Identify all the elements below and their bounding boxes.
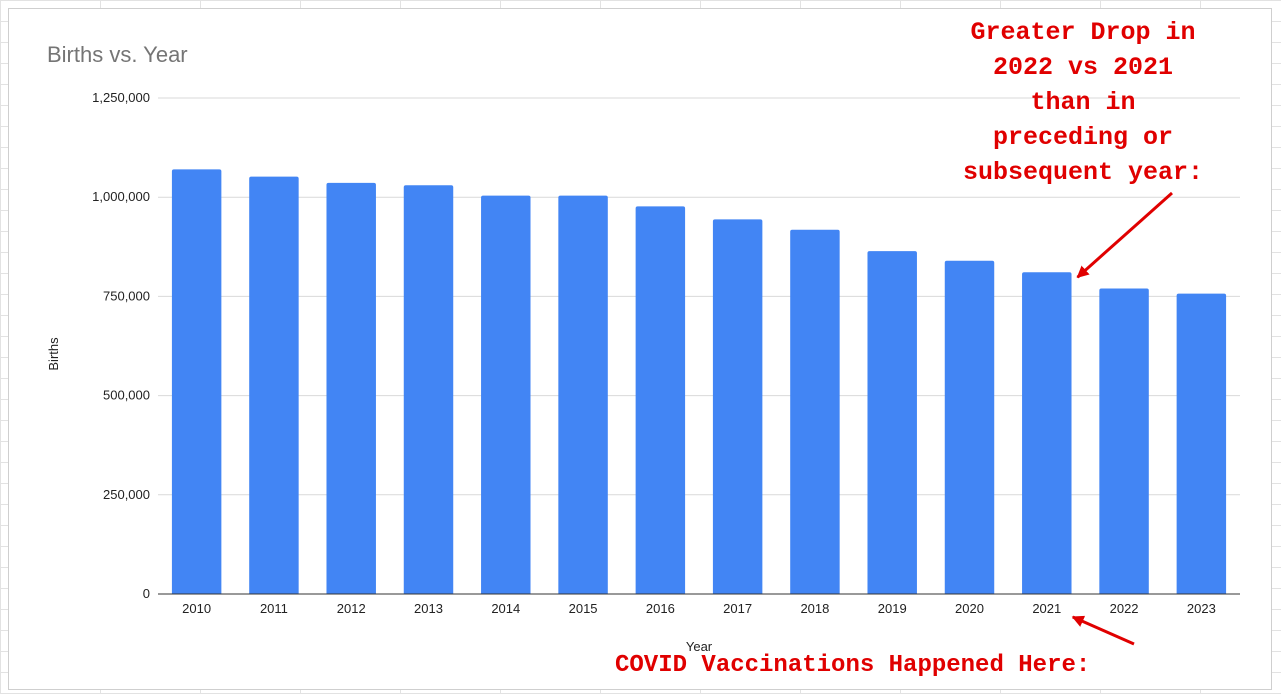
annotation-top-line: subsequent year:	[963, 158, 1203, 187]
x-tick-label: 2016	[646, 601, 675, 616]
y-tick-label: 750,000	[103, 288, 150, 303]
x-tick-label: 2011	[260, 601, 288, 616]
annotation-bottom-arrow	[1071, 615, 1135, 646]
x-tick-label: 2023	[1187, 601, 1216, 616]
bar-2023[interactable]	[1176, 293, 1227, 594]
x-tick-label: 2012	[337, 601, 366, 616]
y-tick-label: 500,000	[103, 388, 150, 403]
x-tick-label: 2015	[569, 601, 598, 616]
bar-2017[interactable]	[712, 219, 763, 594]
bar-2019[interactable]	[867, 251, 917, 594]
bar-2020[interactable]	[944, 260, 995, 594]
y-tick-label: 250,000	[103, 487, 150, 502]
x-tick-label: 2018	[800, 601, 829, 616]
bar-2015[interactable]	[558, 195, 608, 594]
bar-2013[interactable]	[403, 185, 454, 594]
y-tick-label: 1,250,000	[92, 90, 150, 105]
annotation-top-line: than in	[1030, 88, 1135, 117]
annotation-top-line: preceding or	[993, 123, 1173, 152]
annotation-top-line: Greater Drop in	[970, 18, 1195, 47]
bar-2016[interactable]	[635, 206, 686, 594]
x-tick-labels: 2010 2011 2012 2013 2014 2015 2016 2017 2018 2019…	[182, 601, 1216, 616]
y-tick-labels: 0 250,000 500,000 750,000 1,000,000 1,250,000	[92, 90, 150, 601]
bar-2021[interactable]	[1022, 272, 1072, 594]
annotation-top-line: 2022 vs 2021	[993, 53, 1173, 82]
bar-2010[interactable]	[171, 169, 222, 594]
x-tick-label: 2021	[1032, 601, 1061, 616]
annotation-top-arrow	[1076, 191, 1173, 279]
x-tick-label: 2010	[182, 601, 211, 616]
y-tick-label: 1,000,000	[92, 189, 150, 204]
y-tick-label: 0	[143, 586, 150, 601]
bars	[171, 169, 1227, 594]
x-tick-label: 2017	[723, 601, 752, 616]
y-axis-label: Births	[46, 337, 61, 371]
chart-title: Births vs. Year	[47, 42, 188, 67]
bar-2022[interactable]	[1099, 288, 1149, 594]
annotations: Greater Drop in 2022 vs 2021 than in preced…	[615, 18, 1203, 679]
bar-2012[interactable]	[326, 182, 376, 594]
x-tick-label: 2020	[955, 601, 984, 616]
bar-2018[interactable]	[790, 229, 840, 594]
x-tick-label: 2013	[414, 601, 443, 616]
bar-2014[interactable]	[481, 195, 531, 594]
x-tick-label: 2022	[1110, 601, 1139, 616]
x-tick-label: 2014	[491, 601, 520, 616]
x-axis-label: Year	[686, 639, 713, 654]
x-tick-label: 2019	[878, 601, 907, 616]
annotation-bottom-text: COVID Vaccinations Happened Here:	[615, 652, 1090, 679]
bar-2011[interactable]	[249, 176, 299, 594]
